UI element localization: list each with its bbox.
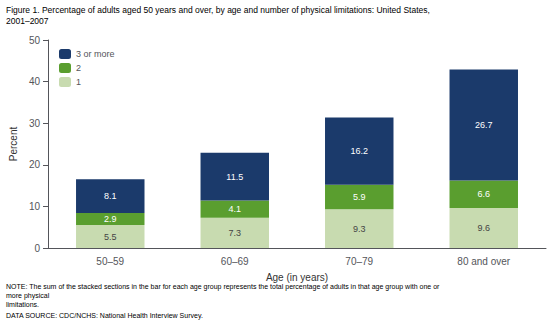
svg-text:2001–2007: 2001–2007 <box>6 16 49 26</box>
svg-text:Percent: Percent <box>8 127 19 162</box>
svg-text:3 or more: 3 or more <box>76 49 115 59</box>
svg-text:2: 2 <box>76 63 81 73</box>
svg-text:DATA SOURCE: CDC/NCHS: Nationa: DATA SOURCE: CDC/NCHS: National Health I… <box>6 312 203 320</box>
svg-text:70–79: 70–79 <box>345 256 373 267</box>
svg-text:more physical: more physical <box>6 292 50 300</box>
svg-text:26.7: 26.7 <box>475 120 493 130</box>
svg-text:20: 20 <box>29 159 41 170</box>
svg-text:7.3: 7.3 <box>229 228 242 238</box>
svg-text:60–69: 60–69 <box>221 256 249 267</box>
svg-text:limitations.: limitations. <box>6 301 39 308</box>
svg-text:Age (in years): Age (in years) <box>266 272 328 283</box>
svg-text:6.6: 6.6 <box>477 189 490 199</box>
svg-text:50–59: 50–59 <box>96 256 124 267</box>
svg-text:2.9: 2.9 <box>104 214 117 224</box>
svg-text:Figure 1. Percentage of adults: Figure 1. Percentage of adults aged 50 y… <box>6 5 430 15</box>
svg-text:4.1: 4.1 <box>229 204 242 214</box>
svg-text:30: 30 <box>29 118 41 129</box>
svg-text:NOTE: The sum of the stacked s: NOTE: The sum of the stacked sections in… <box>6 283 441 291</box>
svg-text:9.3: 9.3 <box>353 224 366 234</box>
svg-text:5.5: 5.5 <box>104 232 117 242</box>
svg-text:8.1: 8.1 <box>104 191 117 201</box>
svg-text:5.9: 5.9 <box>353 192 366 202</box>
svg-text:80 and over: 80 and over <box>457 256 510 267</box>
svg-text:9.6: 9.6 <box>477 223 490 233</box>
svg-text:1: 1 <box>76 77 81 87</box>
svg-text:50: 50 <box>29 35 41 46</box>
svg-text:40: 40 <box>29 76 41 87</box>
svg-text:16.2: 16.2 <box>350 146 368 156</box>
svg-text:10: 10 <box>29 201 41 212</box>
svg-text:0: 0 <box>34 243 40 254</box>
svg-text:11.5: 11.5 <box>226 172 243 182</box>
